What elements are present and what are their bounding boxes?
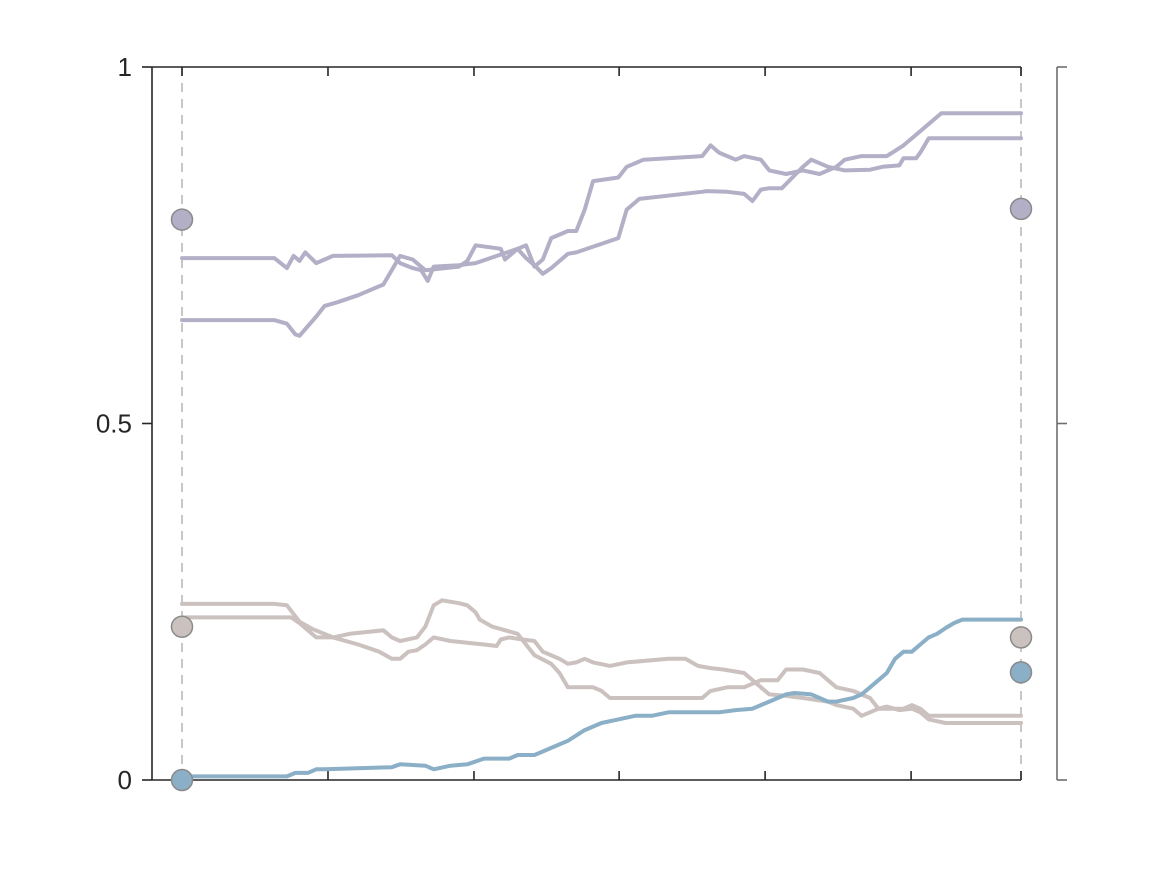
series-line-4: [180, 598, 1023, 718]
endpoint-marker: [170, 768, 194, 792]
series-line-2: [180, 111, 1023, 338]
axes: 00.51: [96, 52, 1067, 795]
endpoint-marker: [170, 615, 194, 638]
series-line-5: [180, 617, 1023, 779]
y-tick-label: 0: [118, 765, 132, 795]
endpoint-marker: [1009, 661, 1033, 684]
series-lines: [180, 111, 1023, 779]
series-line-1: [180, 136, 1023, 283]
y-tick-label: 0.5: [96, 409, 132, 439]
endpoint-marker: [1009, 197, 1033, 221]
endpoint-marker: [170, 208, 194, 231]
endpoint-marker: [1009, 626, 1033, 649]
endpoint-markers: [170, 197, 1033, 792]
series-line-3: [180, 601, 1023, 725]
y-tick-label: 1: [118, 52, 132, 82]
